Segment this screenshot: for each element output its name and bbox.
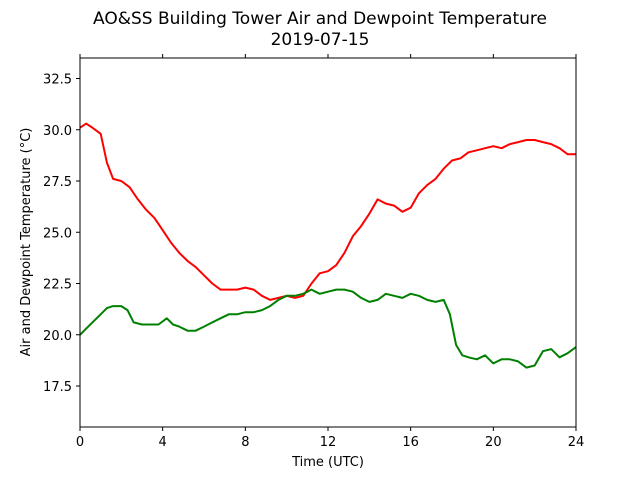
series-layer [79,122,577,369]
x-axis-label: Time (UTC) [291,455,364,470]
plot-frame [79,57,577,428]
y-tick-label: 25.0 [43,226,72,241]
y-tick-label: 22.5 [43,278,72,293]
x-tick-label: 16 [402,435,419,450]
x-tick-label: 24 [568,435,585,450]
x-tick-label: 4 [159,435,167,450]
series-line-2 [79,288,577,369]
series-line-1 [79,122,576,301]
y-axis-label: Air and Dewpoint Temperature (°C) [19,128,34,357]
y-tick-label: 20.0 [43,329,72,344]
y-tick-label: 27.5 [43,175,72,190]
ticks-layer: 0 4 8 12 16 20 24 17.5 20.0 22.5 25.0 27.5 30.0 32.5 [43,54,584,450]
chart-title: AO&SS Building Tower Air and Dewpoint Te… [93,9,547,29]
y-tick-label: 30.0 [43,124,72,139]
x-tick-label: 8 [241,435,249,450]
y-tick-label: 32.5 [43,73,72,88]
x-tick-label: 12 [320,435,337,450]
y-tick-label: 17.5 [43,380,72,395]
chart-subtitle: 2019-07-15 [271,30,370,50]
x-tick-label: 0 [76,435,84,450]
x-tick-label: 20 [485,435,502,450]
